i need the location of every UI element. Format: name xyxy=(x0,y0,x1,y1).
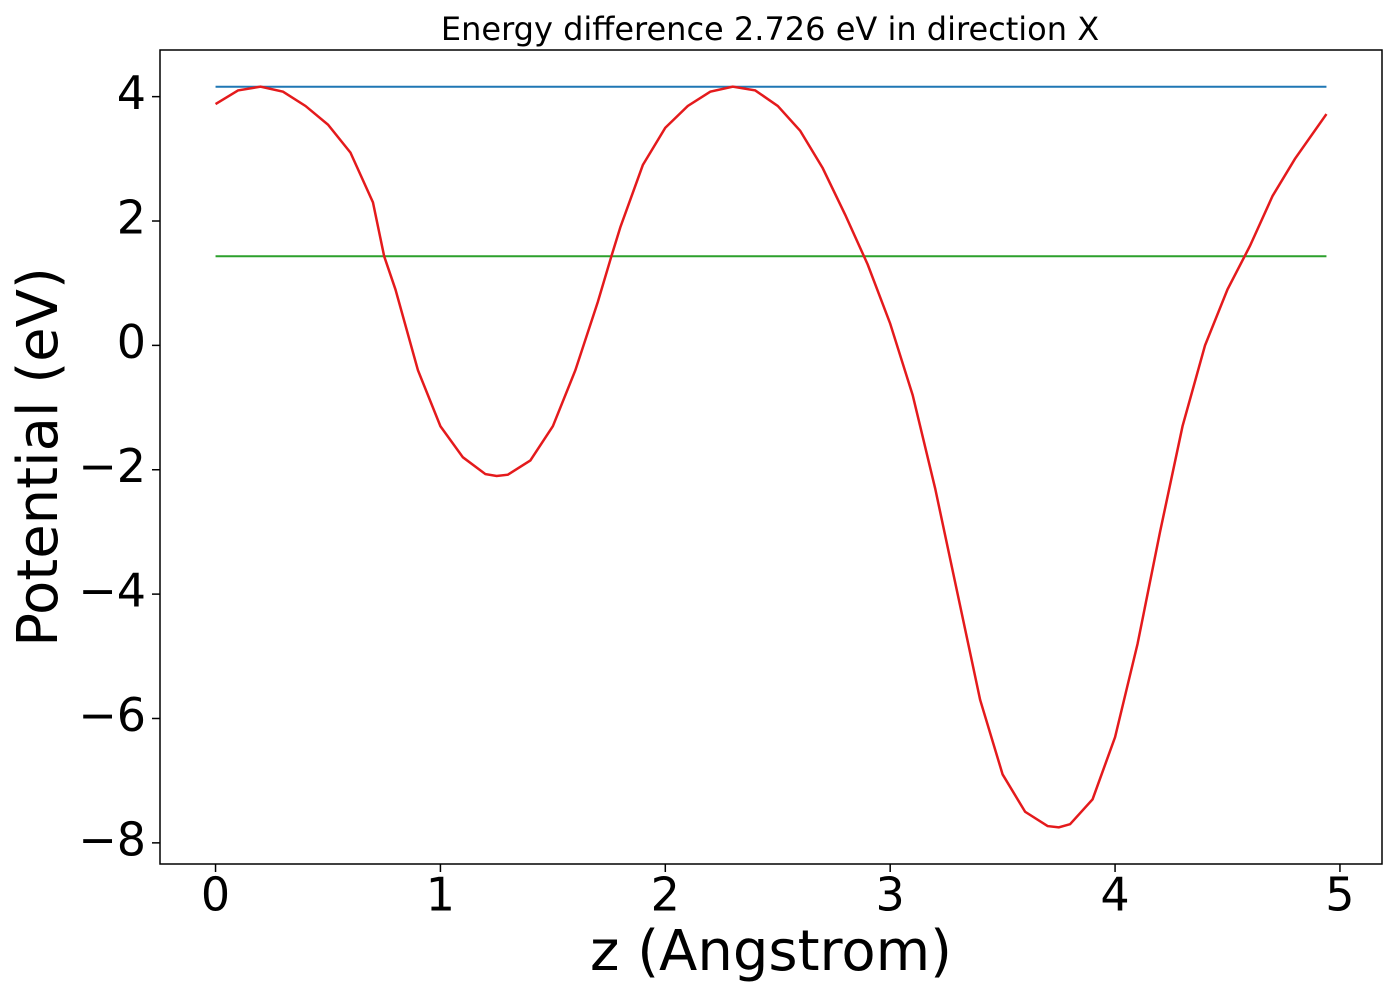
x-tick-label: 5 xyxy=(1325,868,1354,922)
y-tick-label: −2 xyxy=(78,439,146,493)
x-tick-label: 3 xyxy=(876,868,905,922)
y-tick-label: −4 xyxy=(78,564,146,618)
x-tick-label: 2 xyxy=(651,868,680,922)
y-tick-label: −8 xyxy=(78,812,146,866)
x-tick-label: 1 xyxy=(426,868,455,922)
y-tick-label: −6 xyxy=(78,688,146,742)
y-axis-label: Potential (eV) xyxy=(6,267,71,647)
chart-title: Energy difference 2.726 eV in direction … xyxy=(441,10,1099,48)
y-tick-label: 4 xyxy=(117,66,146,120)
plot-frame xyxy=(159,49,1383,865)
x-tick-label: 4 xyxy=(1100,868,1129,922)
series-line xyxy=(214,85,1328,829)
x-axis-label: z (Angstrom) xyxy=(590,919,952,984)
y-tick-label: 0 xyxy=(117,315,146,369)
x-tick-label: 0 xyxy=(201,868,230,922)
y-tick-label: 2 xyxy=(117,191,146,245)
